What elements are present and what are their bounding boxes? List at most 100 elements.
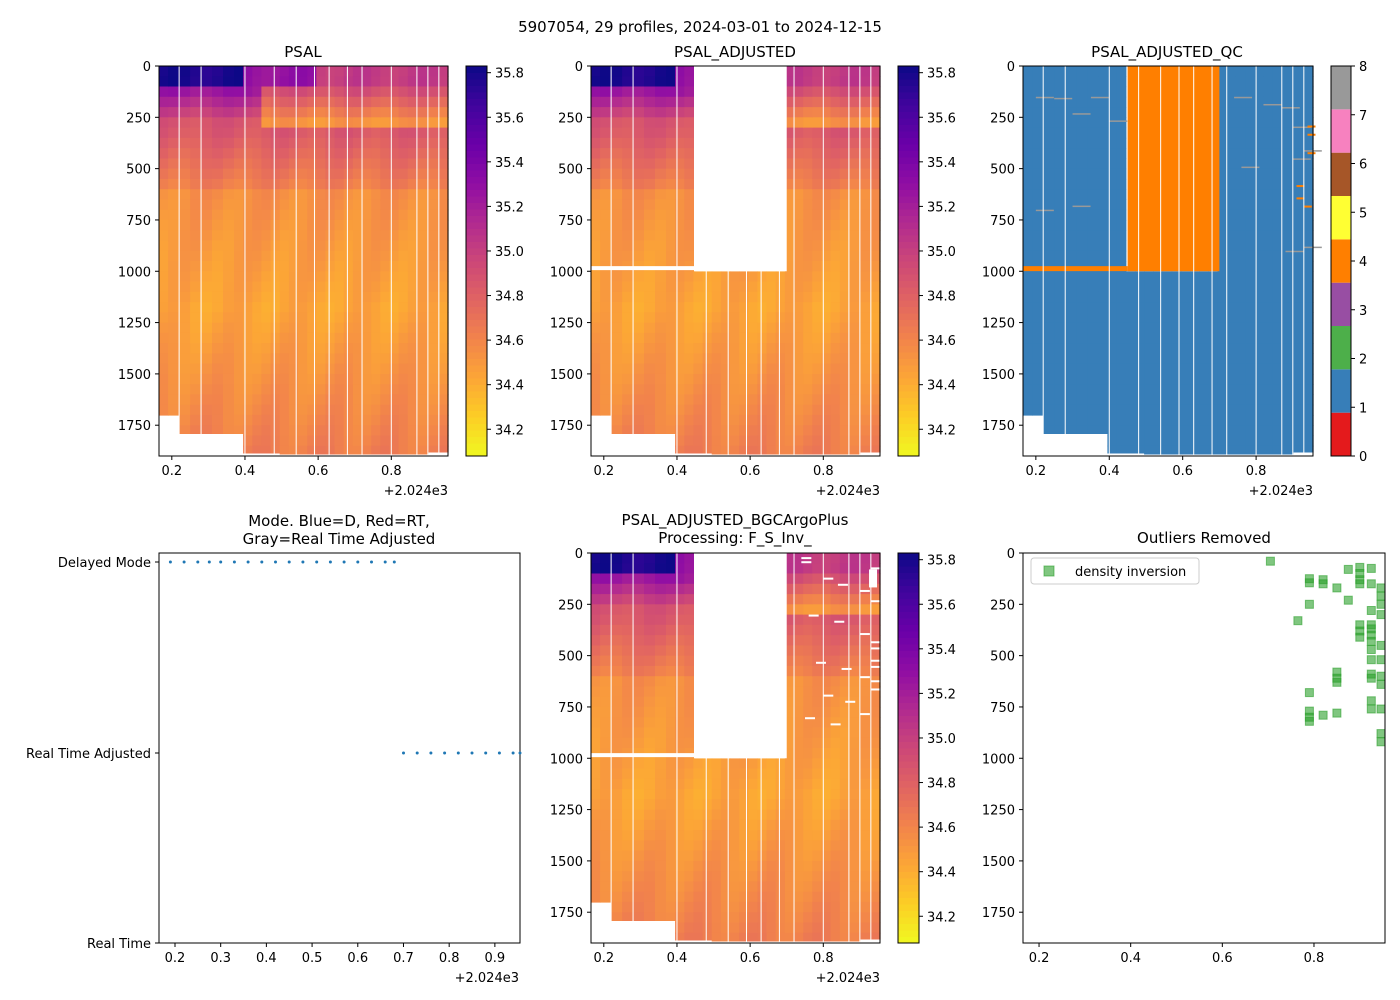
heat-cell — [1281, 435, 1294, 447]
heat-cell — [870, 425, 881, 437]
heat-cell — [1171, 445, 1182, 455]
heat-cell — [438, 261, 449, 272]
heat-cell — [655, 871, 667, 883]
heat-cell — [380, 117, 390, 129]
heat-cell — [591, 727, 601, 739]
heat-cell — [1245, 250, 1255, 262]
heat-cell — [1199, 435, 1209, 447]
colorbar-segment — [898, 254, 919, 262]
colorbar-tick-label: 35.0 — [495, 245, 524, 260]
colorbar-segment — [898, 436, 919, 444]
heat-cell — [812, 912, 822, 924]
heat-cell — [611, 768, 623, 780]
heat-cell — [757, 281, 768, 293]
heat-cell — [343, 209, 354, 221]
heat-cell — [675, 137, 685, 149]
heat-cell — [1032, 271, 1044, 283]
heat-cell — [270, 168, 281, 180]
heat-cell — [766, 363, 777, 375]
heat-cell — [279, 178, 290, 190]
heat-cell — [325, 209, 336, 221]
heat-cell — [343, 66, 354, 77]
heat-cell — [766, 384, 777, 396]
heat-cell — [1043, 96, 1055, 108]
heat-cell — [201, 302, 213, 313]
heat-cell — [702, 871, 713, 883]
heat-cell — [234, 240, 244, 252]
heat-cell — [766, 901, 777, 913]
heat-cell — [261, 271, 272, 283]
heat-cell — [1245, 137, 1255, 149]
heat-cell — [633, 665, 645, 677]
heat-cell — [633, 117, 645, 129]
heat-cell — [1272, 435, 1283, 447]
heat-cell — [1303, 96, 1314, 108]
x-tick-label: 0.6 — [1212, 951, 1233, 966]
heat-cell — [1076, 86, 1088, 98]
heat-cell — [684, 291, 694, 303]
heat-cell — [611, 322, 623, 334]
legend: density inversion — [1030, 557, 1200, 585]
heat-cell — [591, 624, 601, 636]
heat-cell — [1116, 168, 1127, 180]
heat-cell — [1226, 76, 1237, 88]
heat-cell — [720, 789, 731, 800]
heat-cell — [1235, 373, 1246, 385]
heat-cell — [784, 891, 795, 903]
heat-cell — [812, 871, 822, 883]
heat-cell — [784, 209, 795, 221]
colorbar-segment — [898, 852, 919, 859]
heat-cell — [775, 373, 786, 385]
heat-cell — [622, 404, 634, 416]
heat-cell — [438, 332, 449, 344]
heat-cell — [730, 394, 740, 406]
heat-cell — [870, 199, 881, 211]
heat-cell — [611, 394, 623, 406]
heat-cell — [362, 281, 372, 293]
heat-cell — [821, 148, 832, 159]
heat-cell — [859, 881, 872, 893]
heat-cell — [1292, 404, 1305, 416]
heat-cell — [803, 706, 813, 718]
heat-cell — [1208, 435, 1219, 447]
heat-cell — [644, 727, 656, 739]
heat-cell — [666, 706, 676, 718]
heat-cell — [362, 240, 372, 252]
heat-cell — [591, 302, 601, 313]
colorbar-segment — [466, 345, 487, 353]
heat-cell — [675, 96, 685, 108]
heat-cell — [416, 281, 429, 293]
heat-cell — [666, 230, 676, 242]
heat-cell — [1125, 373, 1136, 385]
y-tick-label: 1000 — [550, 752, 583, 767]
heat-cell — [1292, 353, 1305, 365]
heat-cell — [1065, 373, 1077, 385]
heat-cell — [371, 302, 381, 313]
heat-cell — [279, 322, 290, 334]
heat-cell — [1043, 250, 1055, 262]
colorbar-tick-label: 34.8 — [495, 290, 524, 305]
heat-cell — [1023, 219, 1033, 231]
colorbar-segment — [898, 397, 919, 405]
heat-cell — [1107, 302, 1118, 313]
outlier-point — [1304, 716, 1314, 726]
heat-cell — [600, 614, 612, 626]
heat-cell — [1116, 404, 1127, 416]
heat-cell — [839, 686, 850, 698]
heat-cell — [812, 230, 822, 242]
heat-cell — [201, 271, 213, 283]
colorbar-segment — [898, 228, 919, 236]
heat-cell — [1032, 148, 1044, 159]
panel-title-line2: Processing: F_S_Inv_ — [658, 529, 812, 548]
heat-cell — [830, 394, 841, 406]
heat-cell — [693, 789, 704, 800]
heat-cell — [600, 573, 612, 585]
heat-cell — [870, 363, 881, 375]
heat-cell — [427, 250, 440, 262]
colorbar-tick-label: 35.8 — [927, 554, 956, 569]
heat-cell — [766, 404, 777, 416]
heat-cell — [1043, 384, 1055, 396]
heat-cell — [1135, 425, 1145, 437]
heat-cell — [270, 291, 281, 303]
colorbar-segment — [898, 845, 919, 853]
